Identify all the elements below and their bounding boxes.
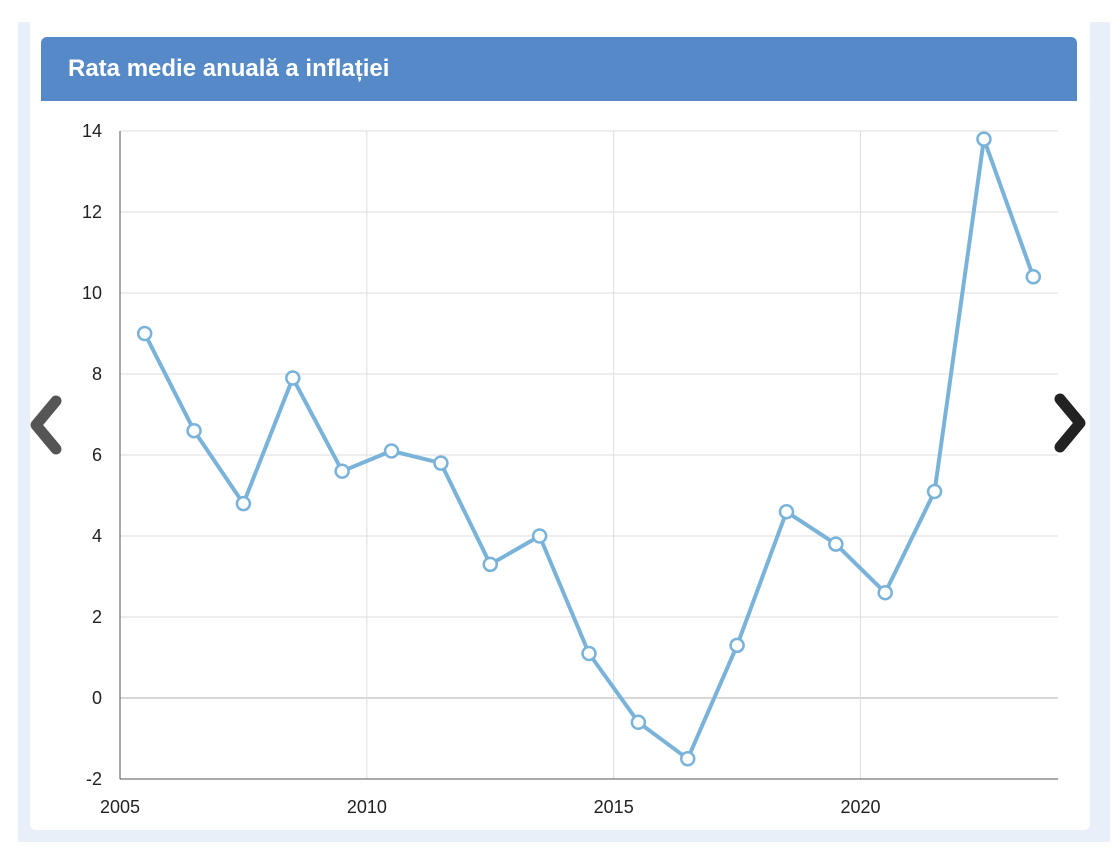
y-tick-label: 0 [92,688,102,708]
data-point[interactable] [976,131,992,147]
chart-title: Rata medie anuală a inflației [68,55,390,82]
data-point[interactable] [482,556,499,573]
y-tick-label: 2 [92,607,102,627]
data-point[interactable] [729,637,745,654]
data-point[interactable] [433,455,449,471]
chevron-left-icon [30,395,62,455]
data-point[interactable] [828,536,844,552]
next-button[interactable] [1050,393,1090,453]
data-point[interactable] [926,483,943,500]
data-point[interactable] [531,528,548,544]
x-tick-label: 2020 [841,797,881,817]
y-tick-label: 14 [82,121,102,141]
x-tick-label: 2010 [347,797,387,817]
y-tick-label: 6 [92,445,102,465]
x-tick-label: 2005 [100,797,140,817]
data-point[interactable] [679,751,696,767]
y-tick-label: 8 [92,364,102,384]
y-tick-label: 12 [82,202,102,222]
data-point[interactable] [235,495,252,512]
prev-button[interactable] [26,395,66,455]
y-tick-label: 10 [82,283,102,303]
series [136,131,1042,767]
chevron-right-icon [1054,393,1086,453]
data-point[interactable] [136,325,153,342]
data-point[interactable] [1025,269,1042,285]
data-point[interactable] [877,584,893,601]
data-point[interactable] [383,443,400,459]
y-tick-label: -2 [86,769,102,789]
chart-header: Rata medie anuală a inflației [41,37,1077,101]
x-tick-label: 2015 [594,797,634,817]
axes [119,131,1058,780]
data-point[interactable] [630,714,647,731]
data-point[interactable] [581,645,597,662]
tick-labels: -2 0 2 4 6 8 10 12 14 2005 2010 2015 2020 [82,121,881,817]
y-tick-label: 4 [92,526,102,546]
data-point[interactable] [778,503,795,520]
data-point[interactable] [285,370,301,386]
chart-card [30,14,1090,830]
data-point[interactable] [334,463,350,479]
data-point[interactable] [186,422,202,439]
series-line [142,137,1036,761]
cropped-footer [220,845,1080,862]
